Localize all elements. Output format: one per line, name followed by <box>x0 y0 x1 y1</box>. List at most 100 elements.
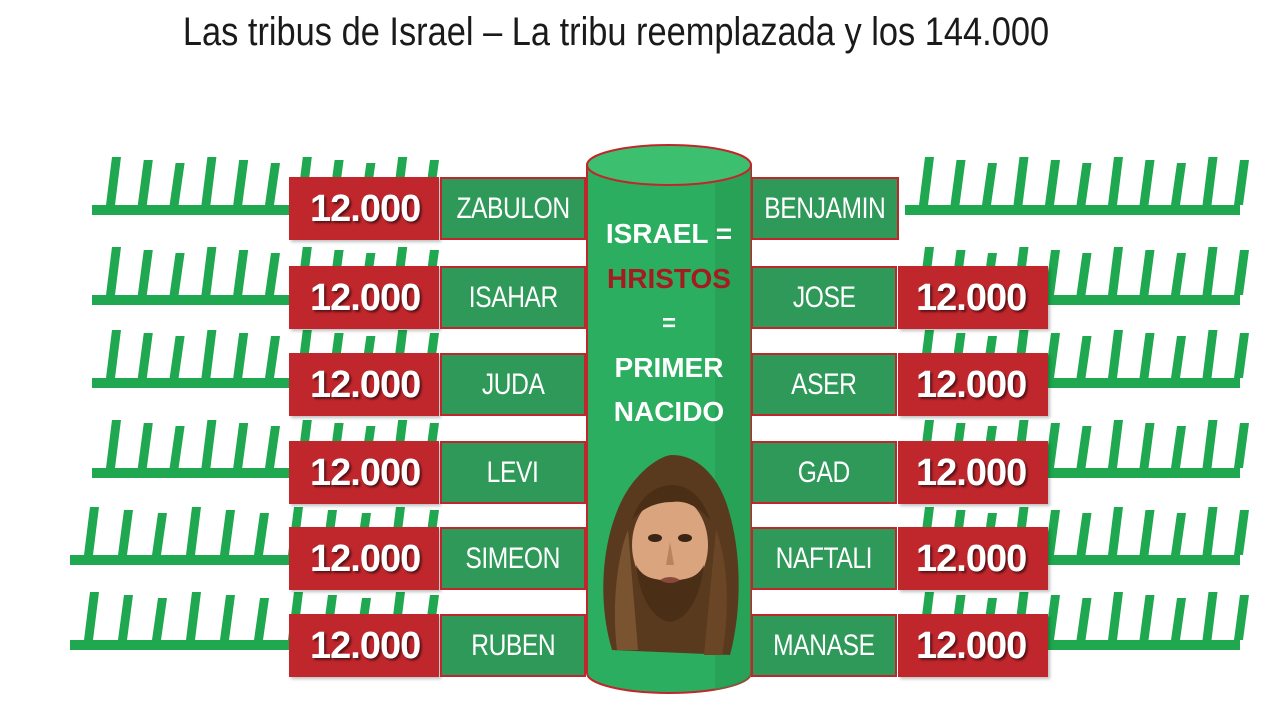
comb-tooth <box>137 160 153 205</box>
comb-tooth <box>1076 513 1092 555</box>
tribe-name-naftali: NAFTALI <box>775 541 873 575</box>
pillar-line-hristos: HRISTOS <box>607 263 731 294</box>
right-row-5-count: 12.000 <box>916 538 1027 580</box>
comb-tooth <box>152 513 167 555</box>
slide-title: Las tribus de Israel – La tribu reemplaz… <box>182 10 1050 54</box>
comb-tooth <box>254 598 269 640</box>
comb-tooth <box>1108 247 1123 295</box>
comb-tooth <box>233 250 249 295</box>
right-row-3-red <box>898 353 1048 416</box>
comb-tooth <box>1202 507 1218 555</box>
right-row-4-count: 12.000 <box>916 452 1027 494</box>
comb-tooth <box>201 420 217 468</box>
comb-tooth <box>137 250 153 295</box>
comb-tooth <box>265 163 280 205</box>
comb-tooth <box>1202 420 1218 468</box>
comb-tooth <box>919 157 934 205</box>
comb-tooth <box>84 592 99 640</box>
comb-tooth <box>1139 595 1155 640</box>
comb-tooth <box>254 513 269 555</box>
comb-tooth <box>106 157 121 205</box>
comb-tooth <box>1234 333 1249 378</box>
comb-tooth <box>950 160 966 205</box>
comb-tooth <box>201 157 217 205</box>
comb-tooth <box>1045 595 1060 640</box>
comb-base <box>92 378 430 388</box>
comb-tooth <box>169 336 185 378</box>
left-row-1-count: 12.000 <box>310 188 421 230</box>
left-row-2-name-box: ISAHAR <box>440 266 586 329</box>
comb-base <box>905 378 1240 388</box>
comb-tooth <box>233 423 249 468</box>
right-row-1-name-box: BENJAMIN <box>751 177 899 240</box>
comb-tooth <box>1108 592 1123 640</box>
comb-tooth <box>265 426 280 468</box>
right-row-3-name-box: ASER <box>751 353 897 416</box>
comb-base <box>905 468 1240 478</box>
comb-tooth <box>1108 507 1123 555</box>
comb-tooth <box>1108 330 1123 378</box>
comb-tooth <box>106 420 121 468</box>
tribe-name-ruben: RUBEN <box>470 628 556 662</box>
left-row-4-count: 12.000 <box>310 452 421 494</box>
comb-tooth <box>1202 157 1218 205</box>
right-row-2-count: 12.000 <box>916 277 1027 319</box>
right-row-6-red <box>898 614 1048 677</box>
left-row-5-red <box>289 527 439 590</box>
tribe-name-gad: GAD <box>797 455 851 489</box>
comb-tooth <box>1076 253 1092 295</box>
left-row-5-name-box: SIMEON <box>440 527 586 590</box>
comb-tooth <box>1076 598 1092 640</box>
comb-tooth <box>265 253 280 295</box>
comb-tooth <box>1171 336 1186 378</box>
right-row-2-red <box>898 266 1048 329</box>
comb-tooth <box>201 330 217 378</box>
comb-tooth <box>1234 250 1249 295</box>
comb-tooth <box>1045 250 1060 295</box>
comb-tooth <box>1139 160 1155 205</box>
comb-tooth <box>118 595 133 640</box>
pillar-line-israel: ISRAEL = <box>605 218 733 249</box>
comb-tooth <box>201 247 217 295</box>
comb-tooth <box>233 160 249 205</box>
tribe-name-manase: MANASE <box>773 628 875 662</box>
comb-base <box>905 555 1240 565</box>
comb-base <box>905 205 1240 215</box>
comb-tooth <box>1171 426 1186 468</box>
right-row-3-count: 12.000 <box>916 364 1027 406</box>
comb-tooth <box>1139 510 1155 555</box>
left-row-5-count: 12.000 <box>310 538 421 580</box>
comb-tooth <box>1202 592 1218 640</box>
comb-tooth <box>233 333 249 378</box>
tribe-name-simeon: SIMEON <box>465 541 561 575</box>
right-row-6-name-box: MANASE <box>751 614 897 677</box>
comb-base <box>92 205 430 215</box>
comb-tooth <box>1171 513 1186 555</box>
comb-tooth <box>169 253 185 295</box>
tribe-name-zabulon: ZABULON <box>456 191 570 225</box>
comb-tooth <box>1139 333 1155 378</box>
right-row-4-name-box: GAD <box>751 441 897 504</box>
comb-base <box>70 640 430 650</box>
comb-tooth <box>1234 423 1249 468</box>
comb-tooth <box>186 592 201 640</box>
comb-left-3 <box>92 330 439 388</box>
comb-tooth <box>1234 160 1249 205</box>
comb-tooth <box>1139 250 1155 295</box>
comb-tooth <box>1171 163 1186 205</box>
comb-tooth <box>1045 160 1060 205</box>
tribe-name-levi: LEVI <box>487 455 539 489</box>
left-row-6-count: 12.000 <box>310 625 421 667</box>
comb-tooth <box>137 333 153 378</box>
jesus-portrait-icon <box>603 455 739 655</box>
comb-tooth <box>169 426 185 468</box>
comb-tooth <box>1171 598 1186 640</box>
pillar-line-primer: PRIMER <box>614 352 724 383</box>
tribe-name-aser: ASER <box>791 367 857 401</box>
left-row-2-red <box>289 266 439 329</box>
comb-tooth <box>1045 423 1060 468</box>
left-row-3-count: 12.000 <box>310 364 421 406</box>
comb-tooth <box>1171 253 1186 295</box>
left-row-6-red <box>289 614 439 677</box>
comb-tooth <box>137 423 153 468</box>
